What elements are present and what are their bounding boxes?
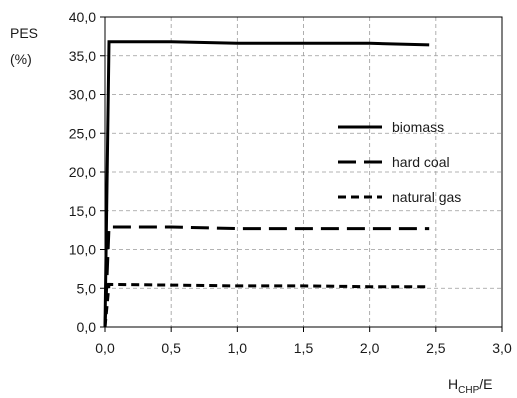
y-axis-label-line-2: (%) (10, 51, 32, 67)
series-line-biomass (103, 40, 430, 328)
x-tick-label: 0,5 (161, 340, 181, 356)
y-tick-label: 0,0 (77, 319, 97, 335)
y-tick-label: 20,0 (69, 164, 96, 180)
y-axis-label-line-1: PES (10, 25, 38, 41)
legend-label-natural-gas: natural gas (392, 189, 461, 205)
series-line-hard-coal (103, 225, 430, 328)
series-line-natural-gas (103, 282, 430, 328)
y-tick-label: 5,0 (77, 280, 97, 296)
x-tick-label: 2,5 (426, 340, 446, 356)
legend-label-hard-coal: hard coal (392, 154, 450, 170)
x-axis-label-base: H (448, 376, 458, 392)
x-tick-label: 1,0 (228, 340, 248, 356)
y-tick-label: 15,0 (69, 203, 96, 219)
x-tick-label: 2,0 (360, 340, 380, 356)
x-axis-label: HCHP/E (448, 376, 492, 396)
y-tick-label: 25,0 (69, 125, 96, 141)
x-tick-label: 0,0 (95, 340, 115, 356)
grid (105, 17, 502, 327)
y-tick-label: 30,0 (69, 87, 96, 103)
legend: biomass hard coal natural gas (338, 119, 461, 205)
series (103, 40, 430, 328)
x-axis-label-subscript: CHP (458, 385, 479, 396)
x-tick-label: 3,0 (492, 340, 512, 356)
y-tick-label: 40,0 (69, 9, 96, 25)
legend-label-biomass: biomass (392, 119, 444, 135)
ticks: 0,0 0,5 1,0 1,5 2,0 2,5 3,0 0,0 5,0 10,0 15,0 20,0 2… (69, 9, 512, 356)
y-tick-label: 35,0 (69, 48, 96, 64)
x-axis-label-suffix: /E (479, 376, 492, 392)
x-tick-label: 1,5 (294, 340, 314, 356)
y-tick-label: 10,0 (69, 242, 96, 258)
